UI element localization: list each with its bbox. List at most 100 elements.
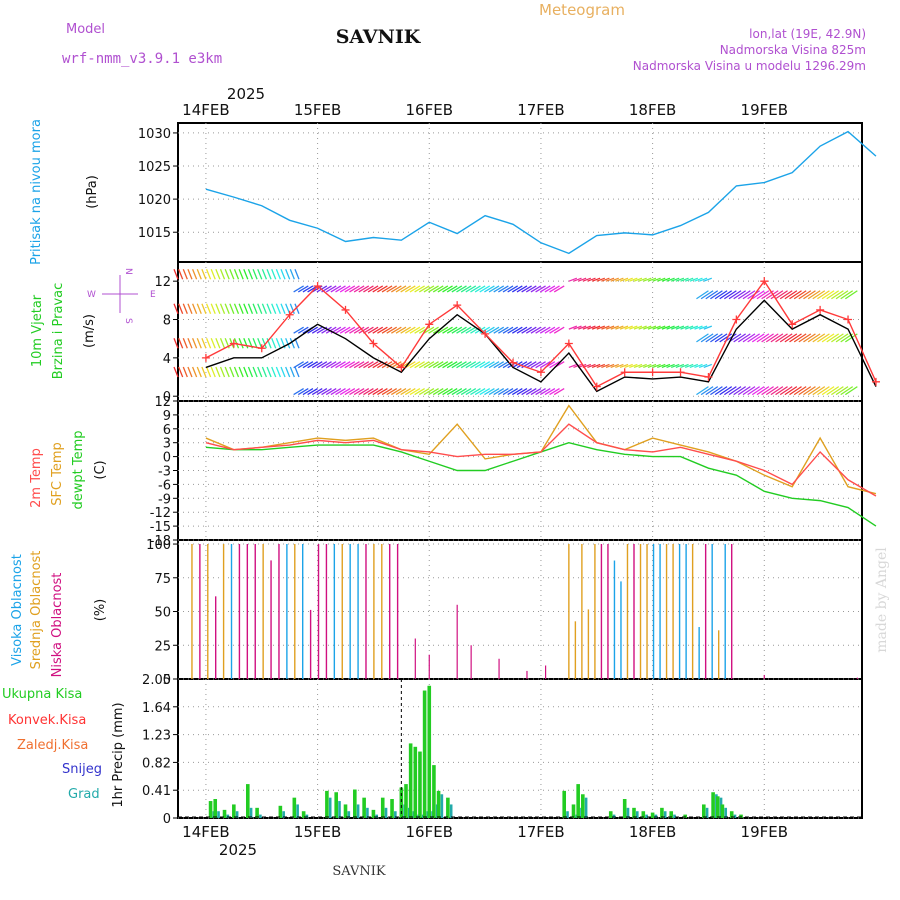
wind-barb bbox=[418, 361, 430, 369]
wind-barb bbox=[498, 387, 509, 396]
sfc-label: SFC Temp bbox=[50, 442, 65, 506]
precip-bar bbox=[683, 814, 687, 818]
wind-barb bbox=[363, 285, 374, 293]
wind-barb bbox=[367, 387, 379, 396]
wind-barb bbox=[335, 326, 346, 334]
wind-barb bbox=[793, 290, 807, 300]
day-label-top: 18FEB bbox=[629, 101, 676, 119]
day-label-top: 14FEB bbox=[182, 101, 229, 119]
wind-barb bbox=[353, 285, 365, 293]
snow-bar bbox=[626, 807, 630, 818]
wind-barb bbox=[386, 326, 398, 334]
wind-barb bbox=[353, 326, 365, 334]
wind-barb bbox=[530, 387, 542, 396]
precip-bar bbox=[701, 804, 706, 818]
wind-barb bbox=[793, 386, 807, 396]
wind-barb bbox=[470, 387, 481, 396]
wind-barb bbox=[703, 277, 713, 282]
wind-barb bbox=[285, 366, 291, 378]
gust-marker bbox=[788, 320, 797, 329]
y-tick-label: 0.41 bbox=[142, 784, 171, 799]
wind-barb bbox=[835, 333, 849, 343]
wind-barb bbox=[215, 269, 221, 280]
y-tick-label: -15 bbox=[150, 520, 171, 535]
wind-barb bbox=[765, 333, 779, 343]
wind-barb bbox=[666, 277, 675, 282]
y-tick-label: 1030 bbox=[138, 127, 171, 142]
precip-bar bbox=[650, 812, 655, 818]
wind-barb bbox=[470, 361, 481, 369]
gust-marker bbox=[285, 310, 294, 319]
wind-barb bbox=[201, 303, 207, 315]
wind-barb bbox=[404, 387, 416, 396]
snow-bar bbox=[705, 807, 709, 818]
wind-barb bbox=[728, 290, 742, 300]
t2m-line bbox=[205, 423, 877, 497]
dewpoint-line bbox=[205, 441, 877, 527]
wind-barb bbox=[661, 277, 671, 282]
wind-barb bbox=[624, 277, 633, 282]
wind-barb bbox=[465, 326, 477, 334]
wind-barb bbox=[437, 285, 449, 293]
wind-barb bbox=[684, 277, 694, 282]
wind-barb bbox=[835, 386, 849, 396]
wind-barb bbox=[391, 361, 402, 369]
wind-barb bbox=[196, 303, 202, 315]
wind-barb bbox=[349, 387, 360, 396]
wind-barb bbox=[675, 363, 685, 369]
wind-barb bbox=[339, 326, 351, 334]
wind-barb bbox=[243, 366, 249, 378]
gust-marker bbox=[844, 315, 853, 324]
wind-barb bbox=[807, 333, 821, 343]
wind-barb bbox=[432, 387, 444, 396]
wind-barb bbox=[201, 269, 207, 280]
wind-barb bbox=[601, 363, 610, 369]
precip-bar bbox=[362, 797, 366, 818]
wind-barb bbox=[831, 333, 844, 343]
wind-barb bbox=[710, 333, 723, 343]
wind-barb bbox=[633, 325, 643, 330]
wind-barb bbox=[285, 338, 291, 349]
wind-barb bbox=[661, 325, 671, 330]
wind-barb bbox=[414, 387, 425, 396]
wind-barb bbox=[252, 269, 258, 280]
low-cloud-label: Niska Oblacnost bbox=[50, 573, 65, 678]
wind-barb bbox=[432, 285, 444, 293]
dew-label: dewpt Temp bbox=[71, 430, 86, 509]
wind-barb bbox=[297, 285, 309, 293]
year-top: 2025 bbox=[227, 85, 265, 103]
wind-barb bbox=[289, 303, 295, 315]
precip-bar bbox=[213, 799, 218, 818]
wind-barb bbox=[647, 277, 657, 282]
y-tick-label: 0 bbox=[163, 390, 171, 405]
wind-barb bbox=[261, 366, 268, 378]
wind-barb bbox=[619, 325, 629, 330]
wind-barb bbox=[215, 338, 221, 349]
wind-barb bbox=[615, 277, 624, 282]
wind-barb bbox=[657, 325, 666, 330]
wind-barb bbox=[553, 387, 565, 396]
wind-barb bbox=[261, 303, 268, 315]
wind-barb bbox=[587, 277, 596, 282]
wind-barb bbox=[229, 366, 235, 378]
wind-barb bbox=[344, 285, 356, 293]
pressure-panel bbox=[177, 122, 863, 263]
day-label-bottom: 18FEB bbox=[629, 823, 676, 841]
snow-bar bbox=[375, 814, 379, 818]
wind-barb bbox=[619, 277, 629, 282]
wind-barb bbox=[684, 325, 694, 330]
precip-bar bbox=[432, 765, 436, 818]
wind-barb bbox=[428, 361, 439, 369]
wind-barb bbox=[451, 285, 463, 293]
wind-barb bbox=[479, 361, 491, 369]
snow-bar bbox=[636, 811, 639, 818]
y-tick-label: 6 bbox=[163, 423, 171, 438]
snow-bar bbox=[226, 814, 230, 818]
wind-barb bbox=[442, 361, 453, 369]
wind-barb bbox=[789, 386, 802, 396]
wind-barb bbox=[330, 285, 342, 293]
y-tick-label: 9 bbox=[163, 409, 171, 424]
wind-barb bbox=[535, 285, 546, 293]
wind-barb bbox=[289, 338, 295, 349]
wind-barb bbox=[294, 366, 300, 378]
